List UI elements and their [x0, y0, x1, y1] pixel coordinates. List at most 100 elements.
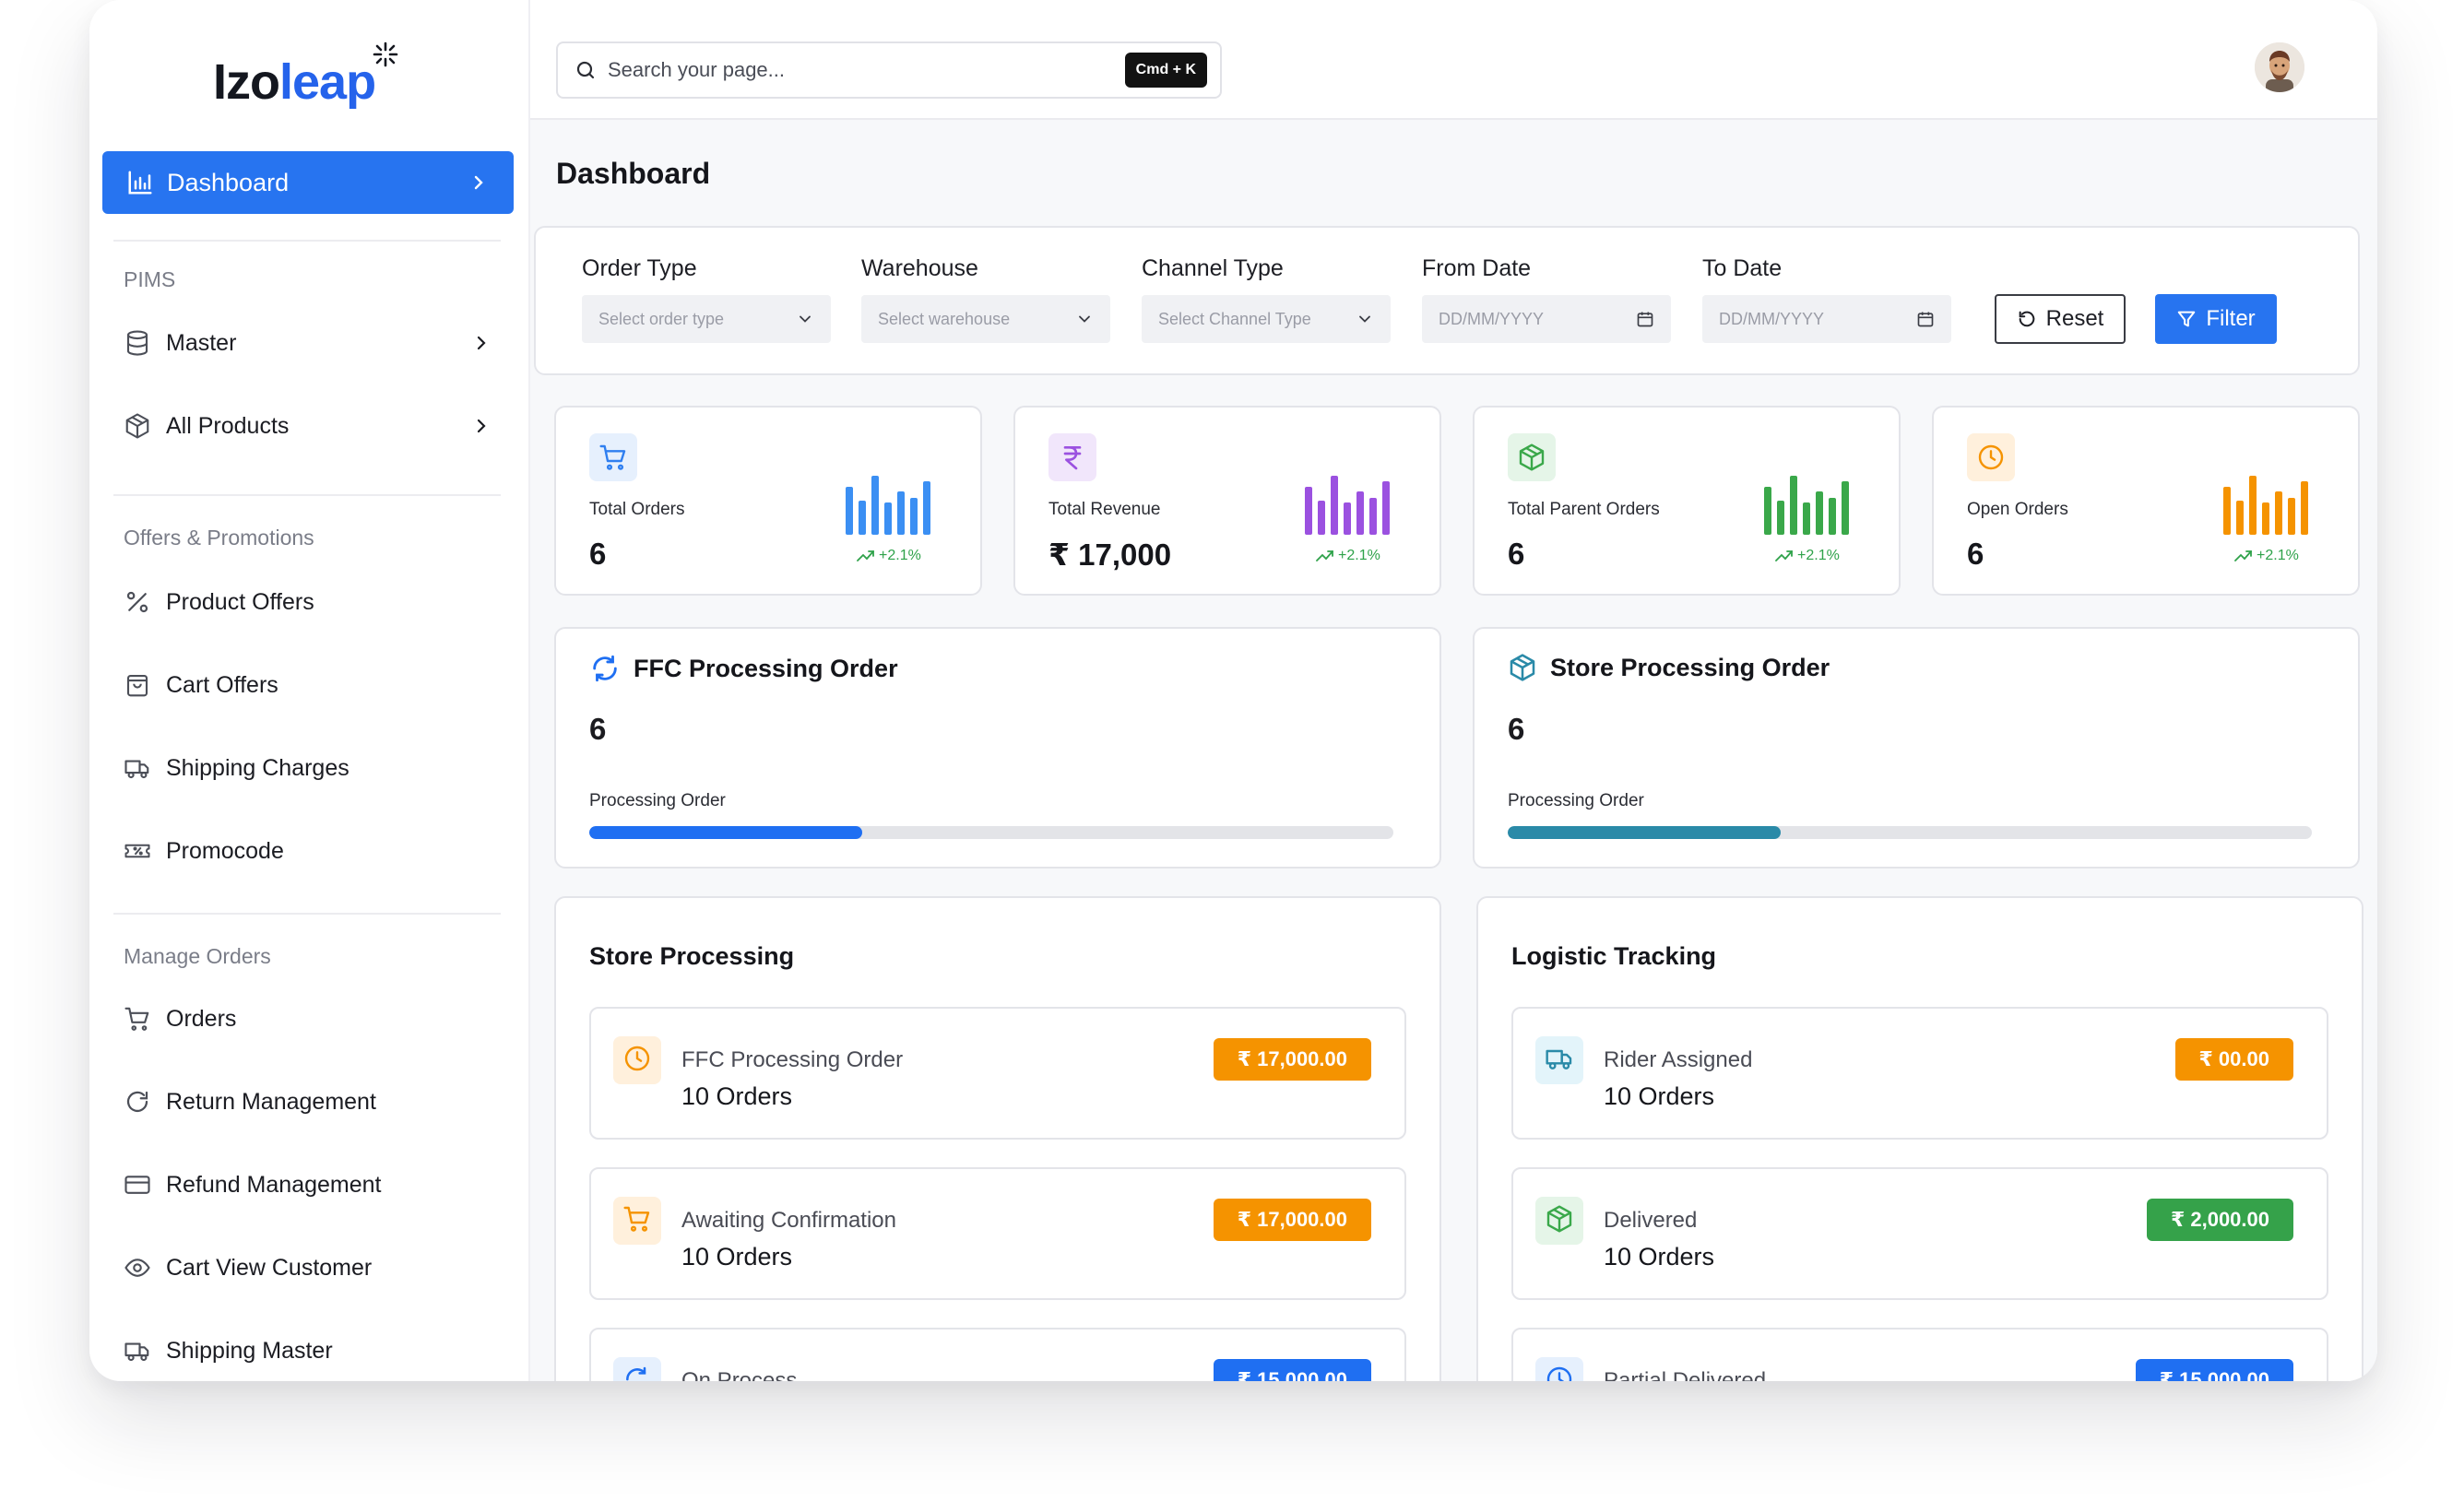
to-date-input[interactable]: DD/MM/YYYY	[1702, 295, 1951, 343]
stat-label: Open Orders	[1967, 500, 2068, 519]
box-icon	[1510, 654, 1535, 681]
sidebar-item-label: Shipping Charges	[166, 754, 349, 781]
list-item[interactable]: On Process 10 Orders ₹ 15,000.00	[589, 1328, 1406, 1381]
row-count: 10 Orders	[681, 1243, 793, 1271]
chevron-down-icon	[800, 315, 811, 323]
stat-card-total-parent-orders[interactable]: Total Parent Orders 6 +2.1%	[1473, 406, 1901, 596]
mini-bar	[1369, 498, 1377, 535]
stat-trend-value: +2.1%	[1797, 548, 1840, 563]
list-item[interactable]: FFC Processing Order 10 Orders ₹ 17,000.…	[589, 1007, 1406, 1140]
clock-icon	[1545, 1365, 1574, 1381]
row-icon-box	[613, 1357, 661, 1381]
filter-order-type: Order Type Select order type	[582, 255, 831, 343]
sidebar-item-orders[interactable]: Orders	[124, 996, 492, 1042]
mini-bar-chart	[1305, 476, 1406, 535]
clock-icon	[1978, 444, 2004, 470]
cart-icon	[622, 1204, 652, 1238]
channel-type-select[interactable]: Select Channel Type	[1142, 295, 1391, 343]
row-label: On Process	[681, 1368, 798, 1381]
mini-bar	[910, 498, 918, 535]
percent-icon	[126, 591, 148, 613]
filter-label: Channel Type	[1142, 255, 1284, 281]
search-input[interactable]	[608, 58, 1125, 82]
sidebar-item-label: Cart View Customer	[166, 1254, 373, 1281]
sidebar-item-shipping-charges[interactable]: Shipping Charges	[124, 745, 492, 791]
mini-bar	[897, 491, 905, 535]
filter-label: Order Type	[582, 255, 697, 281]
sidebar-item-shipping-master[interactable]: Shipping Master	[124, 1328, 492, 1374]
filter-button[interactable]: Filter	[2155, 294, 2277, 344]
stat-card-open-orders[interactable]: Open Orders 6 +2.1%	[1932, 406, 2360, 596]
brand-name-part1: Izo	[213, 54, 280, 110]
ticket-icon	[124, 844, 150, 858]
reset-button[interactable]: Reset	[1995, 294, 2126, 344]
sidebar-item-label: Return Management	[166, 1088, 376, 1115]
chevron-down-icon	[1079, 315, 1090, 323]
sidebar-item-promocode[interactable]: Promocode	[124, 828, 492, 874]
list-item[interactable]: Partial Delivered 10 Orders ₹ 15,000.00	[1511, 1328, 2328, 1381]
ffc-processing-card[interactable]: FFC Processing Order 6 Processing Order	[554, 627, 1441, 869]
reset-label: Reset	[2045, 306, 2104, 331]
sidebar-item-refund-management[interactable]: Refund Management	[124, 1162, 492, 1208]
list-item[interactable]: Rider Assigned 10 Orders ₹ 00.00	[1511, 1007, 2328, 1140]
progress-label: Processing Order	[589, 791, 726, 810]
mini-bar-chart	[846, 476, 947, 535]
sidebar-item-dashboard[interactable]: Dashboard	[102, 151, 514, 214]
select-placeholder: Select Channel Type	[1158, 309, 1311, 328]
stat-card-total-revenue[interactable]: Total Revenue ₹ 17,000 +2.1%	[1013, 406, 1441, 596]
filter-label: Warehouse	[861, 255, 978, 281]
sidebar-item-master[interactable]: Master	[124, 320, 492, 366]
sidebar-item-cart-view-customer[interactable]: Cart View Customer	[124, 1245, 492, 1291]
stat-value: 6	[589, 537, 607, 571]
warehouse-select[interactable]: Select warehouse	[861, 295, 1110, 343]
list-item[interactable]: Delivered 10 Orders ₹ 2,000.00	[1511, 1167, 2328, 1300]
mini-bar	[1764, 487, 1771, 535]
stat-icon-box	[1508, 433, 1556, 481]
mini-bar	[1816, 491, 1823, 535]
bag-icon	[126, 674, 148, 697]
row-label: Awaiting Confirmation	[681, 1208, 897, 1233]
cart-icon	[124, 1007, 149, 1031]
sidebar-item-label: Refund Management	[166, 1171, 382, 1198]
sidebar-item-return-management[interactable]: Return Management	[124, 1079, 492, 1125]
section-title-pims: PIMS	[124, 267, 176, 291]
mini-bar	[1777, 501, 1784, 535]
card-title-text: FFC Processing Order	[634, 654, 898, 682]
list-item[interactable]: Awaiting Confirmation 10 Orders ₹ 17,000…	[589, 1167, 1406, 1300]
store-processing-card[interactable]: Store Processing Order 6 Processing Orde…	[1473, 627, 2360, 869]
sidebar: Izo leap Dashboard PIMS Master	[89, 0, 530, 1381]
stat-icon-box	[589, 433, 637, 481]
sidebar-item-cart-offers[interactable]: Cart Offers	[124, 662, 492, 708]
calendar-icon[interactable]	[1636, 310, 1654, 328]
box-icon	[1545, 1204, 1574, 1238]
sidebar-divider	[113, 913, 501, 915]
avatar[interactable]	[2255, 42, 2304, 92]
calendar-icon[interactable]	[1916, 310, 1935, 328]
search-bar[interactable]: Cmd + K	[556, 41, 1222, 99]
filter-channel-type: Channel Type Select Channel Type	[1142, 255, 1391, 343]
sidebar-item-all-products[interactable]: All Products	[124, 403, 492, 449]
select-placeholder: Select order type	[598, 309, 725, 328]
row-icon-box	[613, 1197, 661, 1245]
mini-bar	[1829, 498, 1836, 535]
filter-to-date: To Date DD/MM/YYYY	[1702, 255, 1951, 343]
mini-bar	[923, 481, 930, 535]
refresh-icon	[593, 655, 617, 682]
row-icon-box	[613, 1036, 661, 1084]
topbar: Cmd + K	[530, 0, 2377, 120]
trend-up-icon	[1316, 550, 1333, 561]
stat-card-total-orders[interactable]: Total Orders 6 +2.1%	[554, 406, 982, 596]
sidebar-item-label: Cart Offers	[166, 671, 278, 698]
order-type-select[interactable]: Select order type	[582, 295, 831, 343]
main-content: Cmd + K Dashboard Order Type Select orde	[530, 0, 2377, 1381]
sidebar-item-product-offers[interactable]: Product Offers	[124, 579, 492, 625]
chevron-right-icon	[477, 336, 486, 350]
stat-value: 6	[1508, 537, 1525, 571]
sidebar-item-label: Product Offers	[166, 588, 314, 615]
user-avatar-icon	[2255, 42, 2304, 92]
logistic-tracking-list: Logistic Tracking Rider Assigned 10 Orde…	[1476, 896, 2363, 1381]
brand-logo[interactable]: Izo leap	[213, 41, 398, 111]
mini-bar	[1318, 501, 1325, 535]
date-placeholder: DD/MM/YYYY	[1719, 309, 1825, 328]
from-date-input[interactable]: DD/MM/YYYY	[1422, 295, 1671, 343]
